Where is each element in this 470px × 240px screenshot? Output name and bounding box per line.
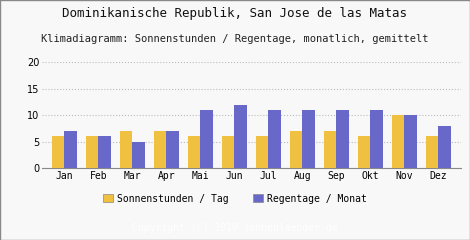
Bar <box>439 126 451 168</box>
Bar <box>426 136 439 168</box>
Bar <box>222 136 235 168</box>
Bar <box>52 136 64 168</box>
Bar <box>256 136 268 168</box>
Bar <box>290 131 303 168</box>
Bar <box>86 136 98 168</box>
Bar <box>337 110 349 168</box>
Bar <box>64 131 77 168</box>
Bar <box>188 136 200 168</box>
Bar <box>166 131 179 168</box>
Legend: Sonnenstunden / Tag, Regentage / Monat: Sonnenstunden / Tag, Regentage / Monat <box>100 190 370 208</box>
Bar <box>268 110 281 168</box>
Bar <box>200 110 213 168</box>
Bar <box>405 115 417 168</box>
Bar <box>120 131 133 168</box>
Bar <box>358 136 370 168</box>
Bar <box>235 105 247 168</box>
Bar <box>154 131 166 168</box>
Bar <box>133 142 145 168</box>
Bar <box>324 131 337 168</box>
Bar <box>303 110 315 168</box>
Text: Klimadiagramm: Sonnenstunden / Regentage, monatlich, gemittelt: Klimadiagramm: Sonnenstunden / Regentage… <box>41 34 429 44</box>
Text: Copyright (C) 2010 sonnenlaender.de: Copyright (C) 2010 sonnenlaender.de <box>132 223 338 234</box>
Text: Dominikanische Republik, San Jose de las Matas: Dominikanische Republik, San Jose de las… <box>63 7 407 20</box>
Bar <box>370 110 383 168</box>
Bar <box>98 136 110 168</box>
Bar <box>392 115 405 168</box>
